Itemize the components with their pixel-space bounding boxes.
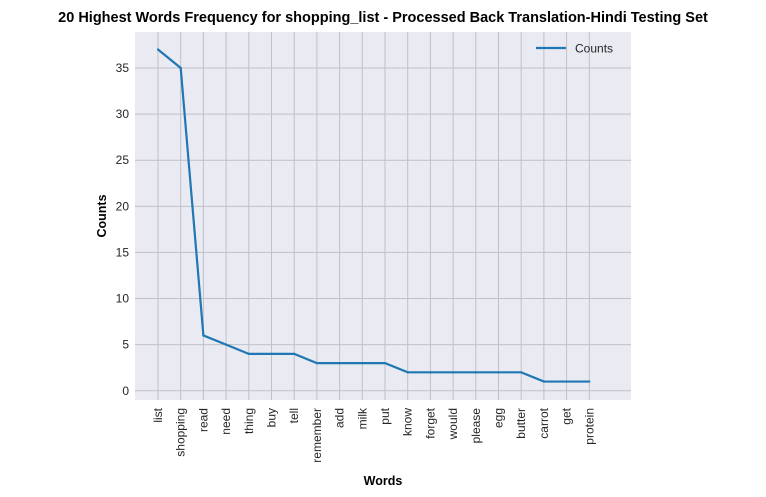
data-point-list <box>156 48 160 51</box>
x-tick-label: would <box>446 408 460 440</box>
x-tick-label: carrot <box>537 407 551 438</box>
x-tick-label: put <box>378 407 392 424</box>
data-point-carrot <box>542 380 546 383</box>
ticks: list shopping read need thing buy tell remember… <box>116 61 597 463</box>
data-point-remember <box>315 362 318 365</box>
x-tick-label: add <box>333 408 347 428</box>
x-tick-label: remember <box>310 408 324 463</box>
x-tick-label: buy <box>265 408 279 427</box>
chart-title: 20 Highest Words Frequency for shopping_… <box>58 10 708 26</box>
x-tick-label: milk <box>355 407 369 429</box>
y-tick-label: 15 <box>116 245 130 259</box>
x-tick-label: thing <box>242 408 256 434</box>
data-point-forget <box>429 371 432 374</box>
grid <box>135 32 631 400</box>
data-point-protein <box>588 380 591 383</box>
plot-area <box>135 32 631 400</box>
data-point-add <box>338 362 341 365</box>
x-tick-label: tell <box>287 408 301 423</box>
y-tick-label: 20 <box>116 199 130 213</box>
x-tick-label: shopping <box>174 408 188 457</box>
y-axis-label: Counts <box>95 194 109 237</box>
x-tick-label: egg <box>492 408 506 428</box>
data-point-buy <box>270 352 273 355</box>
y-tick-label: 35 <box>116 61 130 75</box>
data-point-shopping <box>179 66 182 70</box>
y-tick-label: 5 <box>122 338 129 352</box>
x-tick-label: need <box>219 408 233 435</box>
y-tick-label: 10 <box>116 292 130 306</box>
data-point-milk <box>361 362 364 365</box>
data-point-know <box>406 371 409 374</box>
x-tick-label: know <box>401 408 415 436</box>
x-tick-label: butter <box>514 408 528 439</box>
x-tick-label: please <box>469 408 483 444</box>
data-point-please <box>474 371 477 374</box>
data-point-put <box>383 362 387 365</box>
x-tick-label: forget <box>423 407 437 438</box>
data-points <box>156 48 591 383</box>
legend-label-counts: Counts <box>575 42 613 56</box>
legend: Counts <box>536 42 613 56</box>
data-point-egg <box>497 371 500 374</box>
y-tick-label: 30 <box>116 107 130 121</box>
data-point-tell <box>293 352 296 355</box>
data-point-get <box>565 380 568 383</box>
data-point-thing <box>247 352 250 355</box>
y-tick-label: 25 <box>116 153 130 167</box>
series-line-counts <box>157 48 590 383</box>
x-axis-label: Words <box>364 474 403 488</box>
y-tick-label: 0 <box>122 384 129 398</box>
data-point-butter <box>520 371 523 374</box>
x-tick-label: get <box>560 407 574 424</box>
x-tick-label: protein <box>582 408 596 445</box>
x-tick-label: read <box>196 408 210 432</box>
x-tick-label: list <box>151 407 165 422</box>
data-point-read <box>202 334 205 337</box>
data-point-would <box>452 371 455 374</box>
data-point-need <box>225 343 228 346</box>
